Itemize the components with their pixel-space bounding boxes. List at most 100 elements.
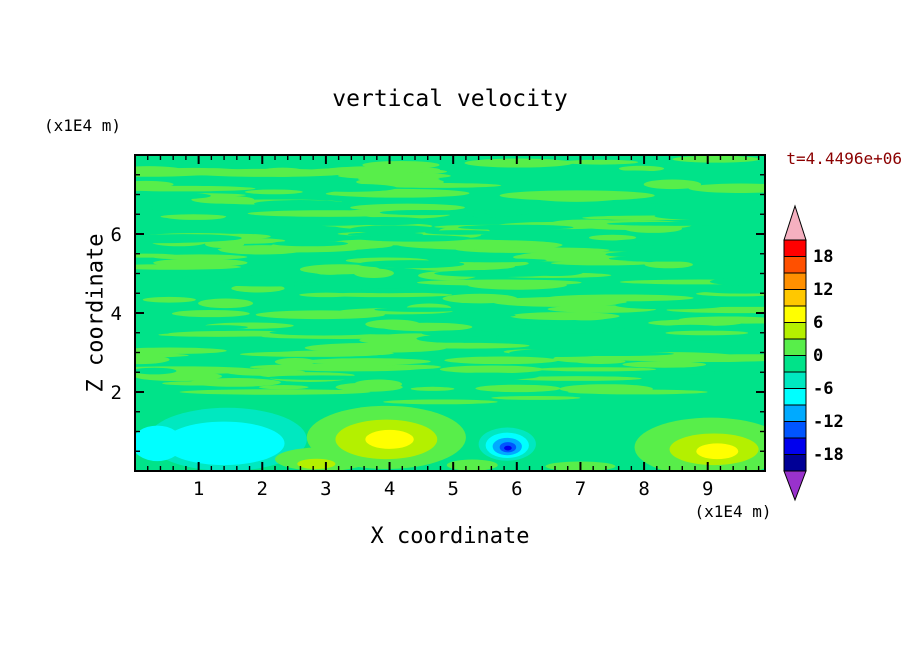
field-streak: [269, 329, 379, 336]
field-streak: [434, 372, 539, 380]
field-streak: [475, 384, 561, 393]
field-streak: [166, 214, 225, 220]
field-streak: [688, 183, 765, 194]
field-streak: [225, 368, 306, 376]
field-streak: [528, 268, 583, 277]
colorbar-segment: [783, 421, 807, 439]
colorbar-label: 0: [813, 346, 823, 366]
field-streak: [562, 159, 639, 165]
field-streak: [535, 367, 657, 372]
field-streak: [198, 298, 254, 309]
field-streak: [430, 312, 516, 319]
field-streak: [575, 358, 626, 364]
field-streak: [444, 356, 559, 365]
field-blob: [567, 389, 708, 395]
field-streak: [473, 247, 610, 253]
time-stamp-label: t=4.4496e+06: [786, 149, 902, 168]
field-streak: [379, 209, 469, 216]
field-streak: [509, 312, 620, 321]
field-streak: [607, 170, 660, 175]
field-streak: [709, 277, 765, 286]
field-streak: [321, 292, 453, 298]
field-streak: [608, 370, 727, 375]
field-streak: [458, 224, 574, 230]
x-axis-title: X coordinate: [370, 524, 530, 549]
field-streak: [416, 279, 582, 286]
x-tick-label: 9: [702, 478, 713, 500]
field-streak: [171, 309, 250, 318]
field-blob: [383, 399, 498, 405]
field-streak: [588, 234, 637, 241]
colorbar: 18 12 6 0 -6 -12 -18: [783, 204, 844, 502]
colorbar-segment: [783, 338, 807, 356]
field-streak: [410, 386, 455, 391]
field-blob: [179, 389, 371, 395]
field-streak: [247, 210, 410, 217]
colorbar-segment: [783, 355, 807, 373]
field-streak: [153, 258, 248, 267]
field-streak: [255, 310, 385, 320]
x-tick-label: 1: [193, 478, 204, 500]
field-streak: [615, 301, 727, 310]
colorbar-segment: [783, 272, 807, 290]
field-streak: [465, 209, 550, 215]
field-streak: [258, 385, 309, 390]
field-streak: [644, 260, 693, 269]
field-streak: [188, 168, 350, 177]
field-streak: [325, 166, 441, 174]
field-blob: [365, 429, 414, 449]
z-axis-unit-label: (x1E4 m): [44, 116, 122, 135]
x-tick-label: 2: [257, 478, 268, 500]
field-streak: [464, 158, 574, 168]
field-streak: [299, 264, 380, 275]
field-streak: [191, 325, 248, 330]
field-streak: [434, 269, 559, 278]
field-blob: [297, 458, 336, 470]
x-tick-label: 5: [447, 478, 458, 500]
field-streak: [618, 165, 665, 172]
colorbar-label: -18: [813, 445, 844, 465]
field-streak: [537, 202, 668, 208]
field-streak: [135, 347, 227, 354]
x-axis-unit-label: (x1E4 m): [694, 502, 772, 521]
field-streak: [135, 191, 211, 200]
field-streak: [274, 357, 316, 366]
field-streak: [421, 330, 496, 337]
field-streak: [502, 324, 621, 330]
field-blob: [491, 395, 581, 400]
field-streak: [349, 225, 438, 234]
field-blob: [696, 443, 739, 460]
field-blob: [446, 459, 498, 471]
z-tick-label: 4: [111, 303, 122, 325]
colorbar-segment: [783, 437, 807, 455]
z-tick-label: 6: [111, 224, 122, 246]
field-streak: [425, 230, 495, 235]
field-streak: [533, 193, 620, 202]
field-blob: [135, 425, 183, 462]
velocity-field: [135, 155, 765, 471]
field-streak: [266, 375, 377, 380]
field-streak: [271, 240, 349, 247]
field-streak: [512, 376, 642, 381]
field-streak: [244, 189, 303, 195]
field-streak: [142, 296, 196, 303]
field-streak: [149, 204, 199, 212]
y-axis-title: Z coordinate: [83, 233, 109, 393]
field-streak: [665, 330, 749, 336]
field-blob: [163, 421, 285, 466]
field-streak: [302, 183, 397, 192]
field-streak: [135, 367, 177, 375]
field-streak: [253, 200, 348, 208]
field-streak: [439, 365, 544, 374]
field-streak: [396, 239, 532, 250]
field-streak: [162, 381, 234, 386]
field-streak: [135, 185, 256, 192]
field-streak: [356, 234, 472, 242]
colorbar-label: -6: [813, 379, 833, 399]
colorbar-label: 18: [813, 247, 833, 267]
x-tick-label: 8: [638, 478, 649, 500]
field-streak: [648, 319, 743, 327]
field-streak: [135, 253, 179, 258]
field-streak: [495, 333, 542, 342]
